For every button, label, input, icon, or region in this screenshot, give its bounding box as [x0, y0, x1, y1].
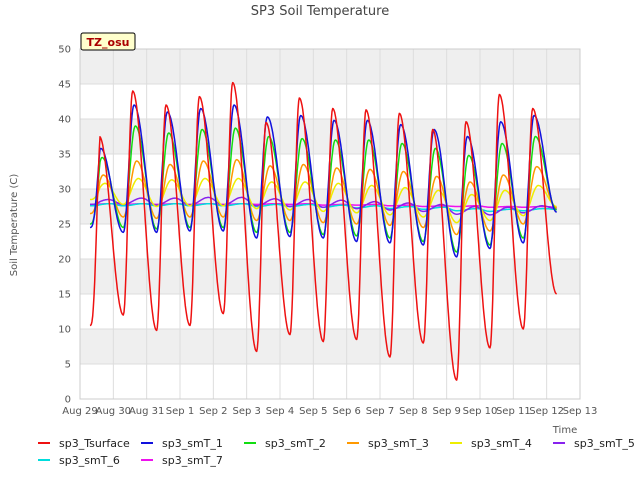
legend-label: sp3_smT_5: [574, 437, 635, 450]
x-axis-label: Time: [552, 425, 577, 436]
legend-label: sp3_smT_4: [471, 437, 532, 450]
y-tick-label: 30: [58, 185, 71, 196]
y-tick-label: 40: [58, 115, 71, 126]
legend-label: sp3_smT_2: [265, 437, 326, 450]
x-tick-label: Sep 5: [299, 406, 327, 417]
legend-label: sp3_smT_7: [162, 454, 223, 467]
y-tick-label: 20: [58, 255, 71, 266]
series-line-sp3_Tsurface: [89, 81, 558, 381]
legend-item: sp3_smT_1: [141, 437, 223, 450]
x-tick-label: Sep 1: [166, 406, 194, 417]
station-badge: TZ_osu: [80, 32, 136, 51]
chart-title: SP3 Soil Temperature: [251, 4, 389, 19]
x-tick-label: Sep 6: [332, 406, 360, 417]
legend-item: sp3_smT_4: [450, 437, 532, 450]
legend-label: sp3_Tsurface: [59, 437, 130, 450]
series-lines: [89, 81, 558, 381]
x-tick-label: Sep 13: [563, 406, 598, 417]
legend: sp3_Tsurface sp3_smT_1 sp3_smT_2 sp3_smT_3 s…: [38, 437, 635, 467]
legend-item: sp3_smT_2: [244, 437, 326, 450]
y-tick-label: 5: [65, 360, 71, 371]
x-tick-label: Sep 8: [399, 406, 427, 417]
plot-band: [80, 49, 580, 84]
legend-label: sp3_smT_6: [59, 454, 120, 467]
y-tick-label: 15: [58, 290, 71, 301]
x-tick-label: Aug 30: [96, 406, 131, 417]
x-tick-label: Aug 29: [62, 406, 97, 417]
y-axis-label: Soil Temperature (C): [9, 174, 20, 277]
y-tick-label: 10: [58, 325, 71, 336]
y-tick-label: 35: [58, 150, 71, 161]
x-tick-label: Sep 2: [199, 406, 227, 417]
legend-label: sp3_smT_3: [368, 437, 429, 450]
x-tick-label: Aug 31: [129, 406, 164, 417]
x-tick-label: Sep 12: [529, 406, 564, 417]
x-tick-label: Sep 7: [366, 406, 394, 417]
station-badge-label: TZ_osu: [87, 36, 130, 49]
y-axis-ticks: 0 5 10 15 20 25 30 35 40 45 50: [58, 45, 71, 406]
legend-item: sp3_smT_5: [553, 437, 635, 450]
plot-band: [80, 329, 580, 364]
y-tick-label: 25: [58, 220, 71, 231]
plot-band: [80, 259, 580, 294]
legend-item: sp3_Tsurface: [38, 437, 130, 450]
x-tick-label: Sep 4: [266, 406, 294, 417]
legend-item: sp3_smT_3: [347, 437, 429, 450]
station-badge-box: [80, 32, 136, 51]
y-tick-label: 50: [58, 45, 71, 56]
x-tick-label: Sep 10: [463, 406, 498, 417]
x-tick-label: Sep 9: [432, 406, 460, 417]
legend-item: sp3_smT_7: [141, 454, 223, 467]
x-tick-label: Sep 3: [232, 406, 260, 417]
y-tick-label: 0: [65, 395, 71, 406]
legend-item: sp3_smT_6: [38, 454, 120, 467]
series-line-sp3_smT_5: [89, 196, 557, 216]
y-tick-label: 45: [58, 80, 71, 91]
legend-label: sp3_smT_1: [162, 437, 223, 450]
plot-area: [79, 48, 581, 400]
series-line-sp3_smT_1: [89, 104, 557, 258]
x-tick-label: Sep 11: [496, 406, 531, 417]
